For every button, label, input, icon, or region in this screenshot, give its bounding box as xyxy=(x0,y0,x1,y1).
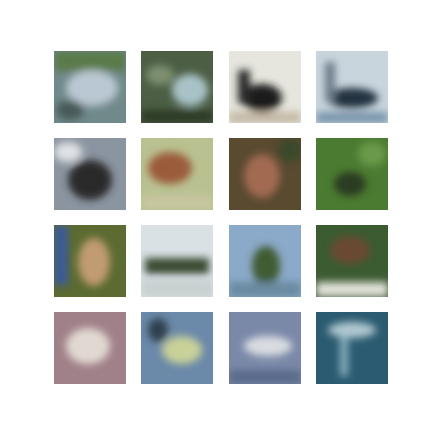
sample-image xyxy=(141,138,213,210)
sample-image xyxy=(54,138,126,210)
sample-image xyxy=(54,225,126,297)
sample-image xyxy=(54,312,126,384)
sample-image xyxy=(141,312,213,384)
sample-image xyxy=(54,51,126,123)
sample-image xyxy=(229,225,301,297)
sample-image xyxy=(229,312,301,384)
sample-image xyxy=(316,51,388,123)
sample-image xyxy=(316,225,388,297)
sample-image xyxy=(141,225,213,297)
sample-image xyxy=(229,51,301,123)
sample-image xyxy=(141,51,213,123)
sample-image xyxy=(316,312,388,384)
sample-image xyxy=(316,138,388,210)
sample-image xyxy=(229,138,301,210)
